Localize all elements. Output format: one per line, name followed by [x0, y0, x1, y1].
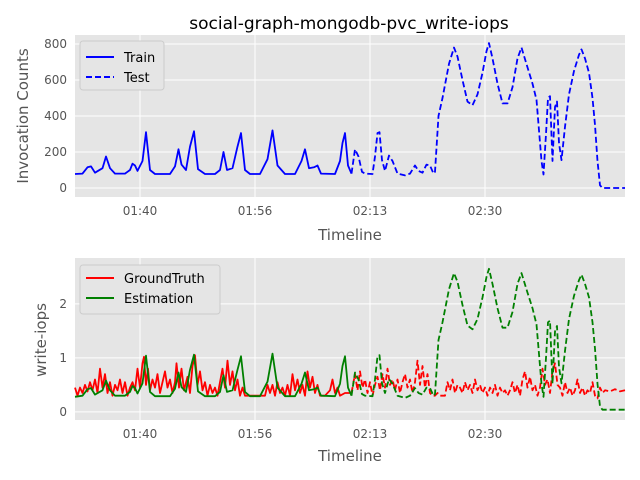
top-series-lines: [74, 42, 625, 189]
top-series-line-test: [350, 42, 625, 189]
top-y-tick-labels: 0 200 400 600 800: [44, 37, 67, 195]
bottom-series-line-estimation: [74, 352, 353, 398]
top-y-tick-label: 0: [59, 181, 67, 195]
bottom-x-tick-label: 01:56: [238, 427, 273, 441]
top-y-tick-label: 600: [44, 73, 67, 87]
bottom-y-tick-label: 1: [59, 351, 67, 365]
bottom-y-tick-label: 0: [59, 405, 67, 419]
top-x-tick-labels: 01:40 01:56 02:13 02:30: [123, 204, 503, 218]
top-legend: Train Test: [79, 40, 165, 91]
bottom-x-axis-label: Timeline: [317, 447, 382, 465]
top-series-line-train: [74, 129, 353, 175]
top-chart: social-graph-mongodb-pvc_write-iops 0 200…: [14, 14, 625, 244]
top-x-tick-label: 02:13: [353, 204, 388, 218]
bottom-x-tick-label: 02:13: [353, 427, 388, 441]
bottom-x-tick-label: 01:40: [123, 427, 158, 441]
bottom-series-line-dashed-3: [350, 267, 625, 411]
bottom-series-line-groundtruth: [74, 354, 352, 397]
legend-label-estimation: Estimation: [124, 292, 193, 307]
legend-label-train: Train: [123, 51, 155, 66]
bottom-legend-box: [79, 264, 221, 315]
bottom-y-tick-labels: 0 1 2: [59, 297, 67, 419]
top-x-tick-label: 01:56: [238, 204, 273, 218]
legend-label-groundtruth: GroundTruth: [124, 272, 205, 287]
top-y-tick-label: 200: [44, 145, 67, 159]
bottom-legend: GroundTruth Estimation: [79, 264, 221, 315]
top-x-axis-label: Timeline: [317, 226, 382, 244]
top-x-tick-label: 01:40: [123, 204, 158, 218]
bottom-y-axis-label: write-iops: [32, 303, 50, 377]
top-chart-title: social-graph-mongodb-pvc_write-iops: [189, 14, 509, 34]
bottom-series-line-dashed-1: [350, 359, 626, 400]
top-y-axis-label: Invocation Counts: [14, 48, 32, 183]
bottom-series-lines: [74, 267, 626, 411]
bottom-x-tick-labels: 01:40 01:56 02:13 02:30: [123, 427, 503, 441]
top-y-tick-label: 800: [44, 37, 67, 51]
top-y-tick-label: 400: [44, 109, 67, 123]
bottom-chart: 0 1 2 01:40 01:56 02:13 02:30 Timeline write-…: [32, 258, 626, 465]
legend-label-test: Test: [123, 71, 150, 86]
top-x-tick-label: 02:30: [468, 204, 503, 218]
bottom-x-tick-label: 02:30: [468, 427, 503, 441]
bottom-y-tick-label: 2: [59, 297, 67, 311]
